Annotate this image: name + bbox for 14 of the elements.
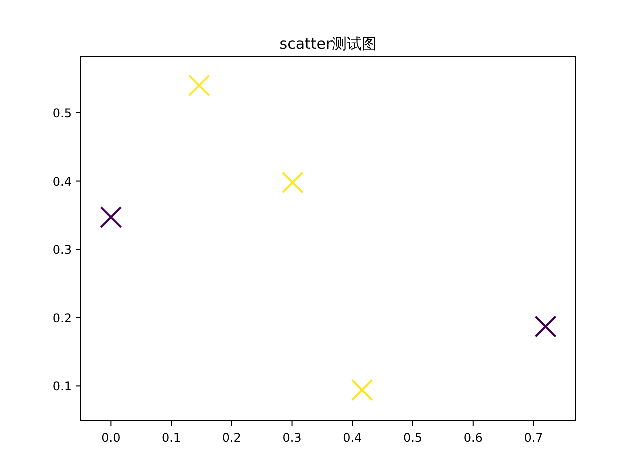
y-tick: 0.2 — [52, 311, 72, 326]
x-tick: 0.0 — [102, 431, 121, 445]
title: scatter测试图 — [280, 35, 378, 53]
y-tick: 0.3 — [52, 243, 72, 258]
x-tick: 0.5 — [403, 431, 423, 445]
x-tick: 0.1 — [162, 431, 182, 445]
y-tick: 0.4 — [52, 174, 72, 189]
x-tick: 0.6 — [464, 431, 483, 445]
y-tick: 0.5 — [52, 106, 72, 120]
x-tick: 0.4 — [343, 431, 362, 445]
y-tick: 0.1 — [52, 380, 72, 394]
x-tick: 0.2 — [222, 431, 242, 445]
x-tick: 0.3 — [282, 431, 302, 445]
x-tick: 0.7 — [524, 431, 544, 445]
